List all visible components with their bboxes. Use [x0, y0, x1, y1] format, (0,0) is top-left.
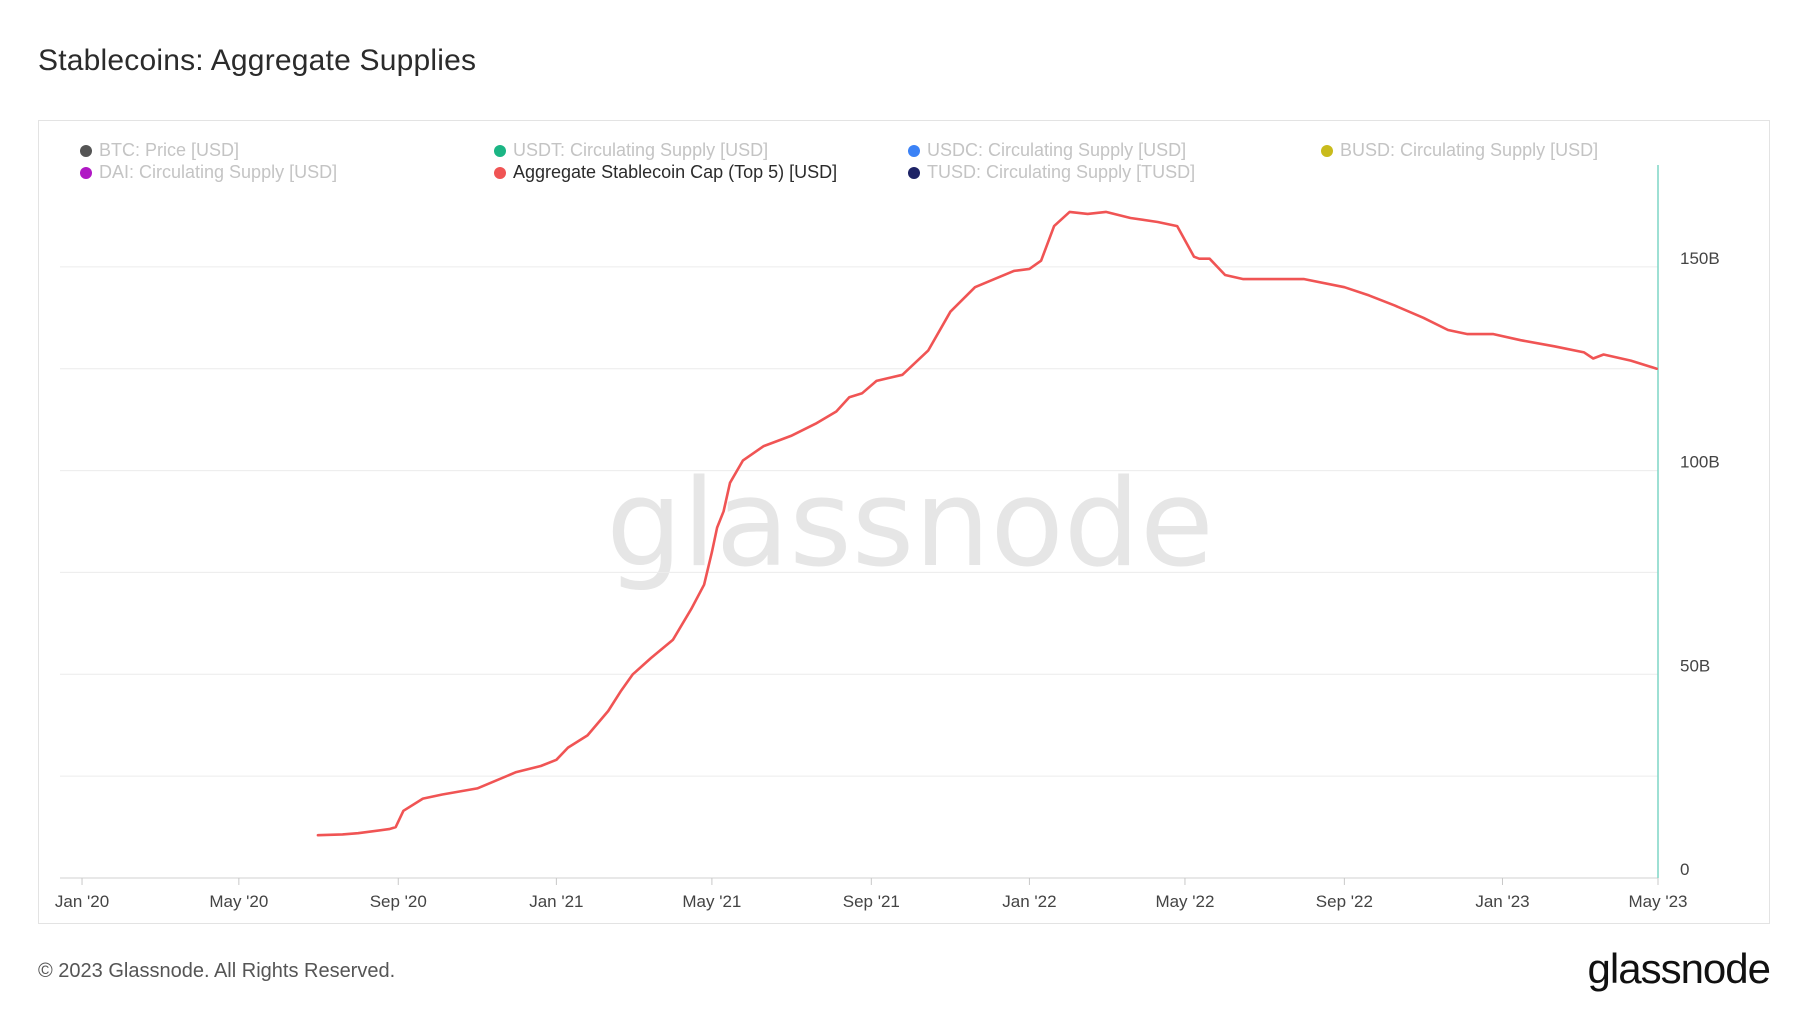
legend-item[interactable]: BUSD: Circulating Supply [USD]	[1321, 140, 1598, 161]
x-tick-label: Jan '22	[1002, 892, 1056, 911]
y-tick-label: 150B	[1680, 249, 1720, 268]
x-tick-label: Jan '23	[1475, 892, 1529, 911]
page-title: Stablecoins: Aggregate Supplies	[38, 44, 477, 77]
legend-dot-icon	[80, 166, 92, 179]
legend-item[interactable]: TUSD: Circulating Supply [TUSD]	[908, 162, 1195, 183]
legend-label: USDC: Circulating Supply [USD]	[927, 140, 1187, 160]
series-layer	[316, 210, 1658, 837]
chart-legend: BTC: Price [USD] USDT: Circulating Supply…	[0, 0, 1800, 200]
x-tick-label: May '20	[209, 892, 268, 911]
series-line	[316, 210, 1658, 837]
legend-dot-icon	[494, 144, 506, 157]
legend-label: BUSD: Circulating Supply [USD]	[1340, 140, 1599, 160]
legend-item[interactable]: BTC: Price [USD]	[80, 140, 239, 161]
x-tick-label: Jan '20	[55, 892, 109, 911]
x-tick-label: May '23	[1629, 892, 1688, 911]
legend-dot-icon	[80, 144, 92, 157]
legend-item[interactable]: USDC: Circulating Supply [USD]	[908, 140, 1186, 161]
legend-dot-icon	[908, 166, 920, 179]
legend-dot-icon	[908, 144, 920, 157]
legend-label: USDT: Circulating Supply [USD]	[513, 140, 769, 160]
x-axis: Jan '20 May '20 Sep '20 Jan '21 May '21 Sep '…	[55, 877, 1688, 911]
copyright-text: © 2023 Glassnode. All Rights Reserved.	[38, 960, 396, 982]
chart-frame	[38, 120, 1770, 924]
legend-dot-icon	[1321, 144, 1333, 157]
y-tick-label: 0	[1680, 860, 1689, 879]
x-tick-label: Sep '21	[843, 892, 900, 911]
legend-item[interactable]: Aggregate Stablecoin Cap (Top 5) [USD]	[494, 162, 837, 183]
x-tick-label: Sep '22	[1316, 892, 1373, 911]
legend-item[interactable]: USDT: Circulating Supply [USD]	[494, 140, 768, 161]
legend-label: Aggregate Stablecoin Cap (Top 5) [USD]	[513, 162, 838, 182]
legend-label: TUSD: Circulating Supply [TUSD]	[927, 162, 1196, 182]
x-tick-label: Jan '21	[529, 892, 583, 911]
y-tick-label: 50B	[1680, 656, 1710, 675]
watermark: glassnode	[606, 455, 1214, 594]
x-tick-label: May '22	[1155, 892, 1214, 911]
y-axis: 0 50B 100B 150B	[1657, 165, 1720, 879]
glassnode-logo: glassnode	[1587, 945, 1771, 992]
legend-item[interactable]: DAI: Circulating Supply [USD]	[80, 162, 337, 183]
y-tick-label: 100B	[1680, 453, 1720, 472]
x-tick-label: May '21	[682, 892, 741, 911]
chart-grid	[60, 266, 1658, 777]
x-tick-label: Sep '20	[370, 892, 427, 911]
legend-dot-icon	[494, 166, 506, 179]
legend-label: BTC: Price [USD]	[99, 140, 240, 160]
legend-label: DAI: Circulating Supply [USD]	[99, 162, 338, 182]
